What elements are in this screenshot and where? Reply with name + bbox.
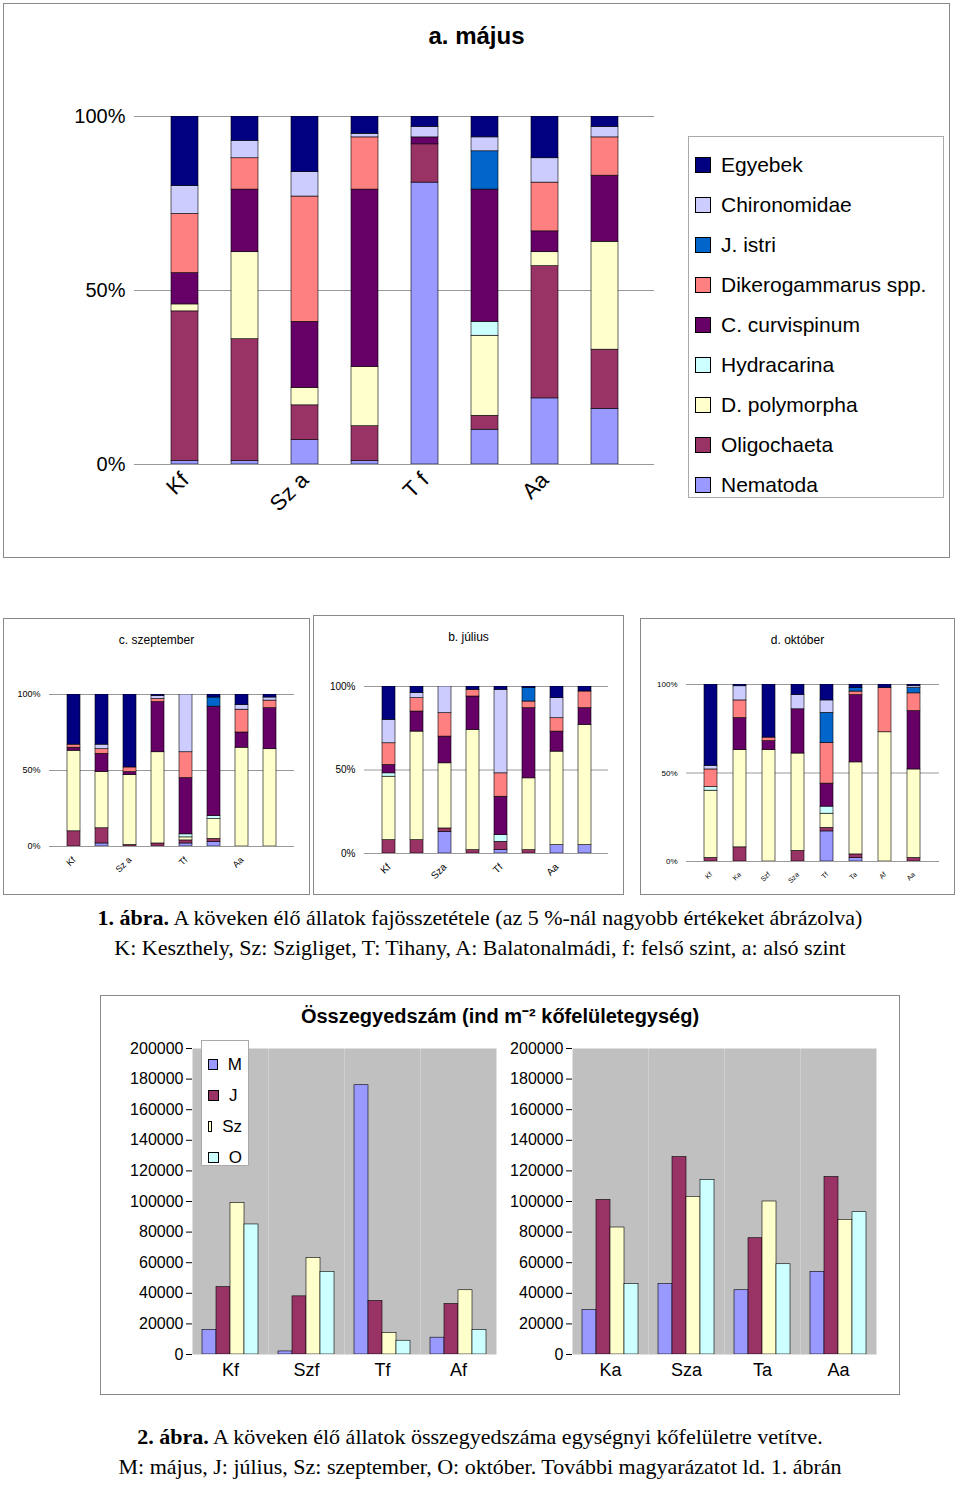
html-text:d. október: d. október <box>770 633 825 647</box>
svg-text:Sz a: Sz a <box>114 855 134 875</box>
svg-text:60000: 60000 <box>519 1254 564 1271</box>
svg-text:100%: 100% <box>17 689 40 699</box>
html-text:Egyebek: Egyebek <box>721 153 803 176</box>
html-text:Chironomidae: Chironomidae <box>721 193 852 216</box>
svg-text:Sza: Sza <box>787 871 801 885</box>
svg-text:Tf: Tf <box>491 861 505 875</box>
svg-text:Szf: Szf <box>759 871 771 883</box>
svg-text:50%: 50% <box>661 769 677 778</box>
svg-text:50%: 50% <box>22 765 40 775</box>
svg-text:20000: 20000 <box>139 1315 184 1332</box>
html-text:1. ábra. A köveken élő állatok: 1. ábra. A köveken élő állatok fajösszet… <box>97 905 863 930</box>
html-text:D. polymorpha: D. polymorpha <box>721 393 858 416</box>
html-text:M: május, J: július, Sz: szept: M: május, J: július, Sz: szeptember, O: … <box>118 1454 842 1479</box>
svg-text:60000: 60000 <box>139 1254 184 1271</box>
svg-text:80000: 80000 <box>519 1223 564 1240</box>
html-text:Dikerogammarus spp.: Dikerogammarus spp. <box>721 273 927 296</box>
svg-text:0%: 0% <box>666 857 678 866</box>
svg-text:Kf: Kf <box>64 854 77 867</box>
svg-text:160000: 160000 <box>130 1101 183 1118</box>
svg-text:120000: 120000 <box>130 1162 183 1179</box>
svg-text:100%: 100% <box>330 681 356 692</box>
html-text:a. május: a. május <box>428 22 525 49</box>
svg-text:Sza: Sza <box>671 1360 703 1380</box>
svg-text:40000: 40000 <box>519 1284 564 1301</box>
svg-text:Tf: Tf <box>177 854 190 867</box>
svg-text:0: 0 <box>175 1346 184 1363</box>
svg-text:Ta: Ta <box>848 871 858 881</box>
html-text:Nematoda: Nematoda <box>721 473 818 496</box>
html-text:c. szeptember: c. szeptember <box>118 633 195 647</box>
svg-text:40000: 40000 <box>139 1284 184 1301</box>
svg-text:Aa: Aa <box>905 871 916 882</box>
html-text:J: J <box>229 1085 238 1105</box>
svg-text:140000: 140000 <box>510 1131 563 1148</box>
svg-text:Af: Af <box>450 1360 468 1380</box>
svg-text:100000: 100000 <box>130 1193 183 1210</box>
svg-text:160000: 160000 <box>510 1101 563 1118</box>
svg-text:200000: 200000 <box>510 1040 563 1057</box>
svg-text:100%: 100% <box>657 680 677 689</box>
html-text:Oligochaeta: Oligochaeta <box>721 433 834 456</box>
svg-text:Ka: Ka <box>731 871 742 882</box>
svg-text:0%: 0% <box>27 841 40 851</box>
html-text:Összegyedszám (ind m⁻² kőfelül: Összegyedszám (ind m⁻² kőfelületegység) <box>300 1005 700 1027</box>
svg-text:Kf: Kf <box>161 467 194 500</box>
svg-text:T f: T f <box>398 467 434 503</box>
html-text:b. július: b. július <box>448 630 489 644</box>
svg-text:Aa: Aa <box>517 467 554 504</box>
svg-text:180000: 180000 <box>510 1070 563 1087</box>
svg-text:200000: 200000 <box>130 1040 183 1057</box>
html-text:J. istri: J. istri <box>721 233 776 256</box>
html-text:M: M <box>227 1054 242 1074</box>
svg-text:Aa: Aa <box>827 1360 850 1380</box>
svg-text:Aa: Aa <box>544 861 561 878</box>
svg-text:Kf: Kf <box>704 871 714 881</box>
svg-text:Kf: Kf <box>222 1360 240 1380</box>
html-text:K: Keszthely, Sz: Szigliget, T: K: Keszthely, Sz: Szigliget, T: Tihany, … <box>114 935 846 960</box>
svg-text:Ta: Ta <box>753 1360 773 1380</box>
svg-text:Sz a: Sz a <box>265 467 314 516</box>
html-text:O: O <box>228 1147 242 1167</box>
svg-text:50%: 50% <box>335 764 355 775</box>
svg-text:0: 0 <box>555 1346 564 1363</box>
svg-text:Ka: Ka <box>599 1360 622 1380</box>
svg-text:180000: 180000 <box>130 1070 183 1087</box>
svg-text:100000: 100000 <box>510 1193 563 1210</box>
svg-text:Szf: Szf <box>293 1360 320 1380</box>
svg-text:0%: 0% <box>341 848 356 859</box>
svg-text:Af: Af <box>878 871 888 881</box>
svg-text:Aa: Aa <box>231 855 246 870</box>
svg-text:140000: 140000 <box>130 1131 183 1148</box>
svg-text:80000: 80000 <box>139 1223 184 1240</box>
svg-text:50%: 50% <box>85 279 125 301</box>
html-text:2. ábra. A köveken élő állatok: 2. ábra. A köveken élő állatok összegyed… <box>137 1424 823 1449</box>
svg-text:100%: 100% <box>74 105 125 127</box>
svg-text:Sza: Sza <box>429 861 449 881</box>
svg-text:120000: 120000 <box>510 1162 563 1179</box>
svg-text:Tf: Tf <box>375 1360 392 1380</box>
html-text:Sz: Sz <box>222 1116 242 1136</box>
svg-text:0%: 0% <box>97 453 126 475</box>
html-text:Hydracarina: Hydracarina <box>721 353 835 376</box>
svg-text:Kf: Kf <box>378 861 393 876</box>
svg-text:Tf: Tf <box>820 871 829 880</box>
html-text:C. curvispinum: C. curvispinum <box>721 313 860 336</box>
svg-text:20000: 20000 <box>519 1315 564 1332</box>
